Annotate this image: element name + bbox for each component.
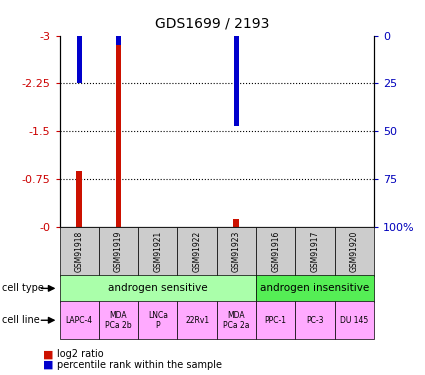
Bar: [116, 42, 122, 227]
Bar: [138, 301, 178, 339]
Bar: [295, 301, 335, 339]
Bar: [99, 227, 138, 276]
Bar: [295, 227, 335, 276]
Bar: [77, 36, 82, 84]
Text: PPC-1: PPC-1: [265, 316, 287, 325]
Text: androgen sensitive: androgen sensitive: [108, 284, 207, 293]
Text: 22Rv1: 22Rv1: [185, 316, 209, 325]
Text: LNCa
P: LNCa P: [148, 310, 168, 330]
Text: GSM91922: GSM91922: [193, 231, 201, 272]
Bar: [256, 301, 295, 339]
Text: log2 ratio: log2 ratio: [57, 350, 104, 359]
Text: cell type: cell type: [2, 284, 44, 293]
Text: GSM91919: GSM91919: [114, 231, 123, 272]
Bar: [256, 227, 295, 276]
Bar: [217, 227, 256, 276]
Bar: [99, 301, 138, 339]
Bar: [178, 301, 217, 339]
Bar: [76, 171, 82, 227]
Text: androgen insensitive: androgen insensitive: [261, 284, 370, 293]
Bar: [217, 301, 256, 339]
Bar: [60, 275, 256, 302]
Text: cell line: cell line: [2, 315, 40, 325]
Text: MDA
PCa 2b: MDA PCa 2b: [105, 310, 132, 330]
Bar: [116, 36, 121, 45]
Bar: [60, 227, 99, 276]
Text: GSM91918: GSM91918: [75, 231, 84, 272]
Text: GDS1699 / 2193: GDS1699 / 2193: [155, 17, 270, 31]
Bar: [138, 227, 178, 276]
Text: GSM91917: GSM91917: [311, 231, 320, 272]
Bar: [335, 301, 374, 339]
Text: PC-3: PC-3: [306, 316, 324, 325]
Bar: [234, 36, 239, 126]
Text: MDA
PCa 2a: MDA PCa 2a: [223, 310, 249, 330]
Text: LAPC-4: LAPC-4: [65, 316, 93, 325]
Text: GSM91923: GSM91923: [232, 231, 241, 272]
Bar: [178, 227, 217, 276]
Bar: [60, 301, 99, 339]
Bar: [233, 219, 239, 227]
Text: GSM91920: GSM91920: [350, 231, 359, 272]
Text: ■: ■: [42, 360, 53, 370]
Bar: [256, 275, 374, 302]
Bar: [335, 227, 374, 276]
Text: GSM91921: GSM91921: [153, 231, 162, 272]
Text: DU 145: DU 145: [340, 316, 368, 325]
Text: ■: ■: [42, 350, 53, 359]
Text: percentile rank within the sample: percentile rank within the sample: [57, 360, 222, 370]
Text: GSM91916: GSM91916: [271, 231, 280, 272]
